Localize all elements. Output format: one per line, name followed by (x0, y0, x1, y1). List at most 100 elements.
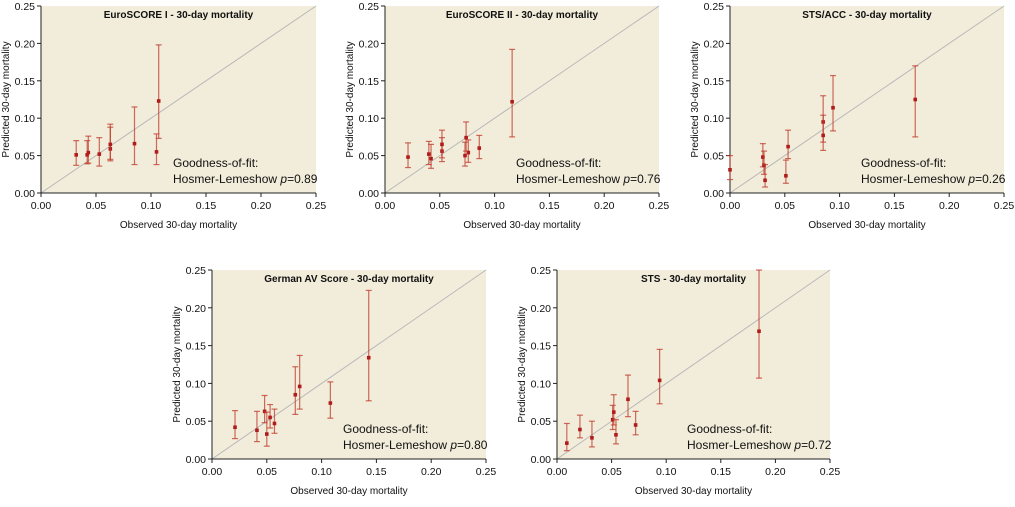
data-point (97, 152, 102, 156)
y-tick-label: 0.15 (704, 76, 725, 88)
data-point-group (263, 411, 270, 447)
x-tick-label: 0.00 (31, 200, 52, 212)
data-point (262, 409, 267, 414)
y-tick-label: 0.00 (704, 188, 725, 200)
p-label: p (793, 438, 801, 452)
y-tick-label: 0.15 (15, 76, 36, 88)
x-tick-label: 0.05 (86, 200, 107, 212)
data-point (427, 152, 431, 156)
data-point (728, 168, 732, 172)
x-tick-label: 0.10 (656, 466, 677, 478)
data-point (255, 428, 259, 433)
calibration-plot-5: 0.000.00 0.05 0.05 0.10 0.10 0.15 0.15 0.20 0.20… (517, 265, 840, 497)
data-point-group (563, 422, 570, 452)
data-point (590, 436, 594, 440)
identity-reference-line (211, 269, 487, 460)
data-point (821, 133, 825, 138)
data-point (784, 173, 788, 178)
x-tick-label: 0.20 (421, 466, 442, 478)
data-point-group (85, 135, 92, 164)
data-point-group (656, 348, 663, 405)
goodness-of-fit-label: Goodness-of-fit: (516, 156, 601, 170)
y-tick-label: 0.05 (359, 151, 380, 163)
x-tick-label: 0.20 (251, 200, 272, 212)
hosmer-lemeshow-label: Hosmer-Lemeshow (516, 172, 623, 186)
p-label: p (967, 172, 975, 186)
hosmer-lemeshow-result: Hosmer-Lemeshow p=0.72 (687, 438, 832, 452)
hosmer-lemeshow-label: Hosmer-Lemeshow (687, 438, 794, 452)
data-point-group (727, 155, 733, 181)
data-point (406, 155, 410, 159)
data-point (757, 329, 761, 334)
y-tick-label: 0.00 (359, 188, 380, 200)
x-tick-label: 0.05 (601, 466, 622, 478)
data-point-group (232, 410, 239, 440)
goodness-of-fit-label: Goodness-of-fit: (861, 156, 946, 170)
data-point-group (912, 65, 919, 138)
p-value: =0.72 (801, 438, 832, 452)
data-point (761, 155, 765, 159)
data-point (154, 150, 159, 154)
data-point-group (73, 140, 80, 166)
y-tick-label: 0.20 (531, 303, 552, 315)
y-tick-label: 0.15 (186, 341, 207, 353)
x-tick-label: 0.15 (711, 466, 732, 478)
y-tick-label: 0.10 (359, 113, 380, 125)
data-point-group (782, 159, 789, 184)
x-tick-label: 0.00 (720, 200, 741, 212)
hosmer-lemeshow-label: Hosmer-Lemeshow (343, 438, 450, 452)
x-tick-label: 0.00 (202, 466, 223, 478)
x-tick-label: 0.25 (306, 200, 327, 212)
data-point (466, 150, 471, 155)
data-point-group (405, 142, 412, 169)
data-point-group (756, 269, 763, 379)
hosmer-lemeshow-result: Hosmer-Lemeshow p=0.80 (343, 438, 488, 452)
data-point-group (588, 420, 595, 448)
data-point-group (365, 289, 372, 402)
x-tick-label: 0.10 (311, 466, 332, 478)
x-axis-label: Observed 30-day mortality (290, 486, 407, 497)
x-tick-label: 0.20 (939, 200, 960, 212)
data-point-group (632, 410, 639, 436)
hosmer-lemeshow-label: Hosmer-Lemeshow (861, 172, 968, 186)
x-tick-label: 0.00 (547, 466, 568, 478)
data-point-group (462, 141, 469, 167)
x-tick-label: 0.25 (476, 466, 497, 478)
goodness-of-fit-label: Goodness-of-fit: (343, 422, 428, 436)
data-point (108, 142, 113, 147)
y-tick-label: 0.10 (15, 113, 36, 125)
data-point-group (271, 408, 278, 434)
data-point-group (96, 137, 103, 167)
y-tick-label: 0.05 (704, 151, 725, 163)
data-point (440, 142, 444, 147)
data-point (429, 156, 433, 161)
data-point-group (762, 163, 769, 188)
data-point-group (428, 143, 435, 169)
y-tick-label: 0.05 (531, 416, 552, 428)
data-point (85, 153, 89, 157)
data-point (265, 432, 269, 436)
data-point-group (576, 414, 583, 439)
hosmer-lemeshow-result: Hosmer-Lemeshow p=0.76 (516, 172, 661, 186)
y-axis-label: Predicted 30-day mortality (172, 306, 183, 422)
identity-reference-line (556, 269, 831, 460)
data-point-group (612, 419, 619, 445)
y-tick-label: 0.10 (704, 113, 725, 125)
identity-reference-line (729, 5, 1005, 194)
p-label: p (622, 172, 630, 186)
data-point-group (509, 48, 516, 138)
data-point-group (155, 44, 162, 139)
data-point (565, 441, 569, 445)
calibration-plot-4: 0.000.00 0.05 0.05 0.10 0.10 0.15 0.15 0.20 0.20… (172, 265, 496, 497)
data-point (763, 178, 767, 183)
y-tick-label: 0.25 (186, 265, 207, 277)
x-axis-label: Observed 30-day mortality (808, 220, 925, 231)
goodness-of-fit-label: Goodness-of-fit: (173, 156, 258, 170)
data-point-group (760, 150, 767, 175)
data-point (786, 144, 790, 149)
data-point (510, 99, 514, 104)
data-point (831, 105, 835, 110)
chart-title: EuroSCORE II - 30-day mortality (446, 10, 599, 21)
data-point-group (253, 410, 260, 443)
